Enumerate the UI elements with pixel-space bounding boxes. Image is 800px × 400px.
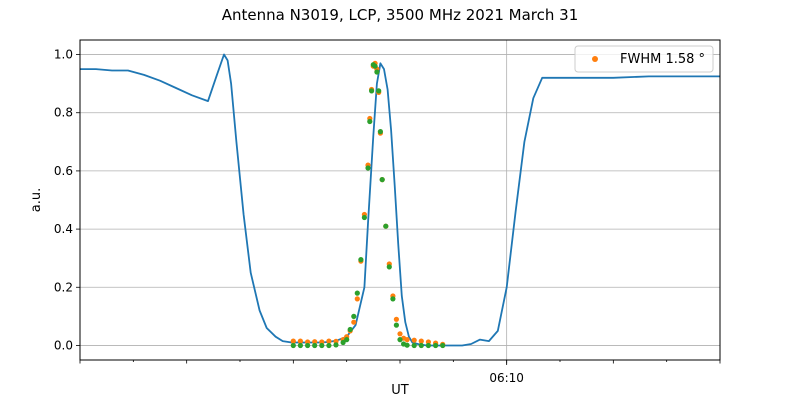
scatter-point (433, 342, 439, 349)
scatter-point (367, 118, 373, 125)
chart-title: Antenna N3019, LCP, 3500 MHz 2021 March … (222, 6, 579, 24)
scatter-point (390, 296, 396, 302)
scatter-point (376, 88, 382, 94)
grid (80, 40, 720, 360)
scatter-point (411, 342, 417, 349)
scatter-point (333, 342, 339, 348)
y-tick-label: 0.6 (54, 164, 73, 178)
plot-frame (79, 39, 721, 361)
y-axis-ticks: 0.0 0.2 0.4 0.6 0.8 1.0 (54, 48, 80, 352)
scatter-point (440, 342, 446, 349)
y-tick-label: 1.0 (54, 48, 73, 62)
scatter-point (312, 339, 318, 345)
scatter-point (397, 337, 403, 343)
scatter-point (386, 264, 392, 270)
scatter-point (351, 313, 357, 319)
scatter-point (305, 342, 311, 349)
scatter-point (397, 331, 403, 337)
scatter-point (379, 177, 385, 183)
scatter-point (354, 296, 360, 302)
scatter-point (344, 337, 350, 343)
scatter-point (377, 129, 383, 135)
y-tick-label: 0.8 (54, 106, 73, 120)
series-line (80, 53, 720, 347)
scatter-point (418, 338, 424, 344)
scatter-point (369, 88, 375, 94)
y-tick-label: 0.2 (54, 280, 73, 294)
scatter-point (290, 338, 296, 344)
y-tick-label: 0.4 (54, 222, 73, 236)
scatter-point (319, 342, 325, 349)
scatter-point (418, 342, 424, 349)
x-tick-label: 06:10 (489, 371, 524, 385)
scatter-point (312, 342, 318, 349)
scatter-point (365, 165, 371, 171)
scatter-point (290, 342, 296, 349)
scatter-point (326, 342, 332, 349)
scatter-point (404, 342, 410, 348)
scatter-point (297, 338, 303, 344)
scatter-point (383, 223, 389, 229)
legend-box (574, 45, 714, 73)
scatter-point (393, 322, 399, 328)
scatter-point (351, 319, 357, 325)
scatter-point (374, 69, 380, 75)
scatter-point (425, 342, 431, 349)
legend: FWHM 1.58 ° (574, 45, 714, 73)
y-axis-label: a.u. (29, 188, 44, 212)
x-axis-ticks: 06:10 (79, 360, 721, 385)
scatter-point (393, 316, 399, 322)
legend-marker (592, 56, 598, 62)
scatter-series-1 (290, 62, 446, 349)
scatter-point (297, 342, 303, 349)
scatter-point (361, 214, 367, 221)
scatter-point (347, 326, 353, 333)
scatter-point (372, 63, 378, 69)
scatter-point (411, 337, 417, 343)
x-axis-label: UT (391, 383, 409, 398)
scatter-point (354, 290, 360, 296)
y-tick-label: 0.0 (54, 338, 73, 352)
scatter-point (358, 257, 364, 263)
scatter-point (340, 339, 346, 346)
legend-label: FWHM 1.58 ° (620, 52, 705, 67)
scatter-series-0 (290, 60, 446, 347)
scatter-point (404, 337, 410, 343)
plot-area (80, 53, 720, 349)
scatter-point (326, 338, 332, 344)
